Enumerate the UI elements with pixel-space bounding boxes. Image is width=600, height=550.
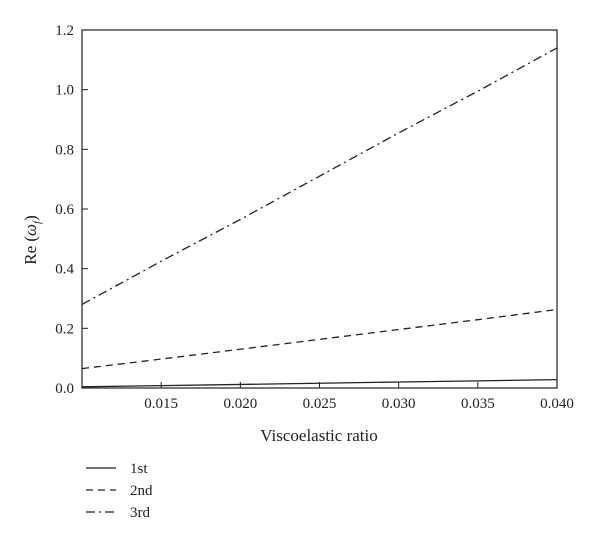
- x-tick-label: 0.030: [382, 396, 416, 412]
- x-tick-label: 0.020: [223, 396, 257, 412]
- y-tick-label: 0.2: [55, 321, 74, 337]
- y-tick-label: 0.0: [55, 381, 74, 397]
- x-tick-label: 0.040: [540, 396, 574, 412]
- x-tick-label: 0.015: [144, 396, 178, 412]
- legend: 1st 2nd 3rd: [86, 461, 153, 521]
- plot-area: [81, 47, 558, 388]
- x-tick-label: 0.035: [461, 396, 495, 412]
- y-tick-label: 1.2: [55, 23, 74, 39]
- plot-frame: [81, 29, 558, 389]
- y-tick-label: 0.8: [55, 142, 74, 158]
- x-axis-title: Viscoelastic ratio: [260, 426, 377, 445]
- y-tick-label: 0.4: [55, 262, 74, 278]
- y-tick-label: 0.6: [55, 202, 74, 218]
- axes: 0.0 0.2 0.4 0.6 0.8 1.0 1.2 0.015 0.020 0.025 0.03…: [55, 23, 574, 412]
- legend-label-3rd: 3rd: [130, 505, 150, 521]
- series-line-2nd: [81, 308, 558, 370]
- y-axis-title: Re (ωf): [21, 215, 43, 265]
- x-tick-label: 0.025: [303, 396, 337, 412]
- legend-label-1st: 1st: [130, 461, 148, 477]
- y-tick-label: 1.0: [55, 83, 74, 99]
- legend-label-2nd: 2nd: [130, 483, 153, 499]
- series-line-3rd: [81, 47, 558, 306]
